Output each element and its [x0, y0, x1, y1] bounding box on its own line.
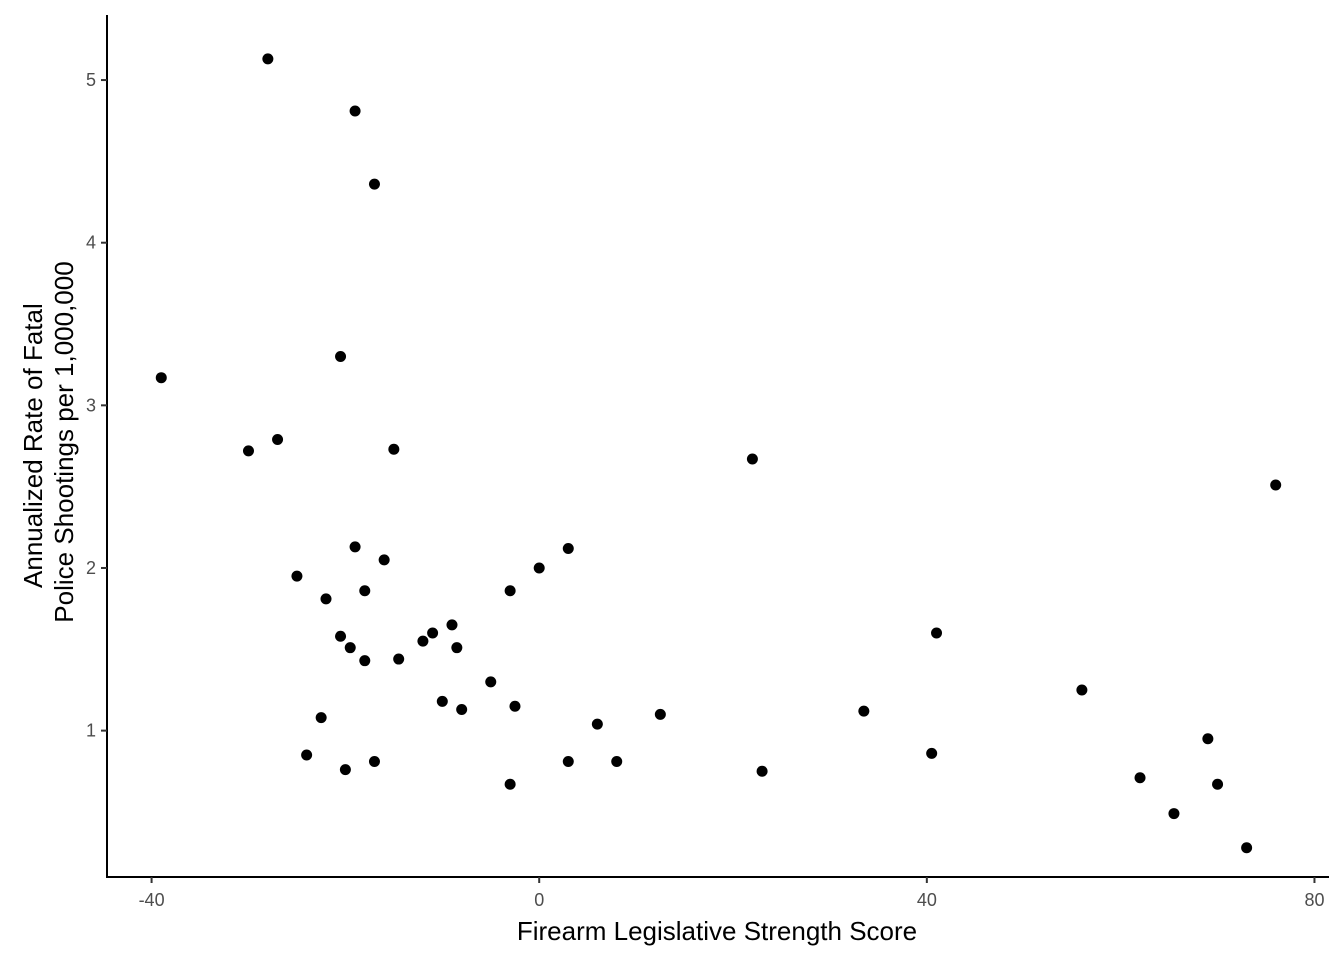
data-point [858, 705, 870, 717]
data-point [451, 642, 463, 654]
y-tick-label: 5 [86, 70, 96, 90]
y-tick-label: 2 [86, 558, 96, 578]
data-point [315, 712, 327, 724]
data-point [388, 443, 400, 455]
data-point [533, 562, 545, 574]
data-point [1270, 479, 1282, 491]
data-point [456, 703, 468, 715]
data-point [272, 433, 284, 445]
data-point [393, 653, 405, 665]
data-point [359, 655, 371, 667]
x-axis-title: Firearm Legislative Strength Score [517, 916, 917, 946]
data-point [1241, 842, 1253, 854]
data-point [436, 695, 448, 707]
data-point [427, 627, 439, 639]
x-ticks: -40 0 40 80 [139, 877, 1324, 910]
data-point [1134, 772, 1146, 784]
data-point [262, 53, 274, 65]
data-point [335, 351, 347, 363]
data-point [359, 585, 371, 597]
data-point [562, 542, 574, 554]
data-point [368, 178, 380, 190]
data-point [504, 778, 516, 790]
y-tick-label: 1 [86, 721, 96, 741]
y-tick-label: 3 [86, 395, 96, 415]
axes [106, 15, 1329, 878]
data-point [320, 593, 332, 605]
data-point [485, 676, 497, 688]
data-point [301, 749, 313, 761]
data-point [344, 642, 356, 654]
data-point [417, 635, 429, 647]
data-point [611, 756, 623, 768]
data-point [926, 747, 938, 759]
y-ticks: 1 2 3 4 5 [86, 70, 107, 741]
y-axis-title: Annualized Rate of Fatal Police Shooting… [18, 261, 79, 622]
x-tick-label: 80 [1304, 890, 1324, 910]
data-point [1076, 684, 1088, 696]
y-axis-title-line-2: Police Shootings per 1,000,000 [49, 261, 79, 622]
data-point [368, 756, 380, 768]
data-point [1202, 733, 1214, 745]
data-point [504, 585, 516, 597]
data-point [509, 700, 521, 712]
y-axis-title-line-1: Annualized Rate of Fatal [18, 303, 48, 588]
data-point [562, 756, 574, 768]
x-tick-label: -40 [139, 890, 165, 910]
data-point [591, 718, 603, 730]
data-point [242, 445, 254, 457]
data-point [1168, 808, 1180, 820]
data-point [339, 764, 351, 776]
y-tick-label: 4 [86, 233, 96, 253]
data-point [654, 708, 666, 720]
x-tick-label: 0 [534, 890, 544, 910]
data-point [335, 630, 347, 642]
data-point [756, 765, 768, 777]
data-point [1212, 778, 1224, 790]
data-point [155, 372, 167, 384]
data-points [155, 53, 1282, 854]
data-point [446, 619, 458, 631]
data-point [931, 627, 943, 639]
x-tick-label: 40 [917, 890, 937, 910]
data-point [378, 554, 390, 566]
data-point [291, 570, 303, 582]
data-point [349, 541, 361, 553]
data-point [746, 453, 758, 465]
data-point [349, 105, 361, 117]
